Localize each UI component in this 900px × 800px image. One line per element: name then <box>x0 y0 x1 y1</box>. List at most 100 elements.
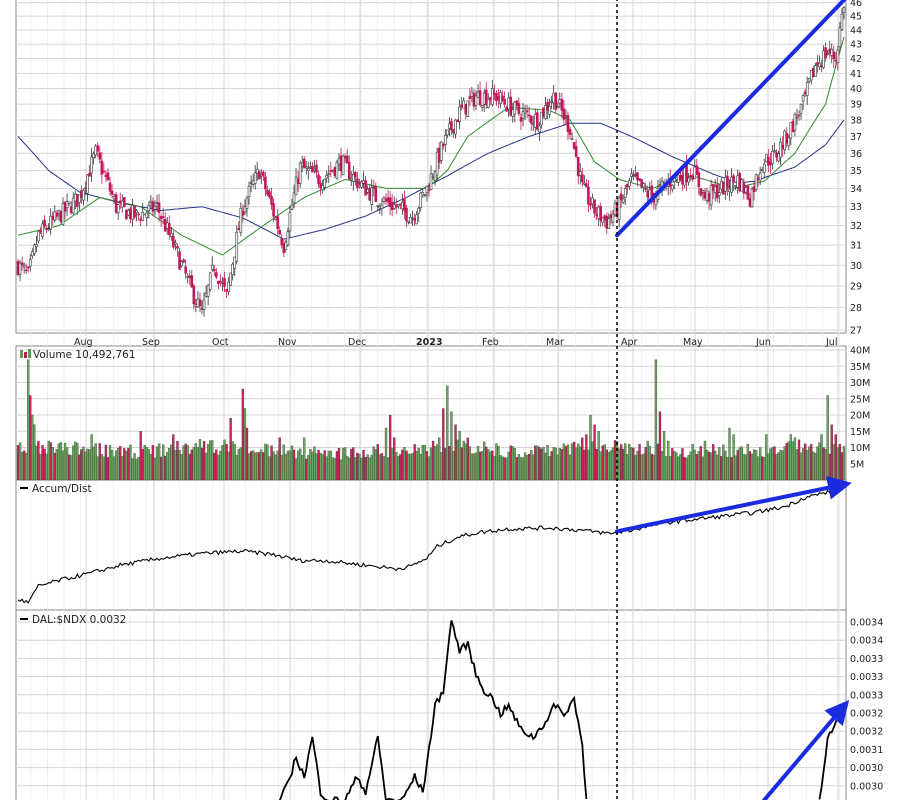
candle-body <box>118 200 122 203</box>
candle-body <box>548 106 551 115</box>
candle-body <box>591 197 594 205</box>
volume-bar <box>656 443 660 481</box>
volume-bar <box>566 444 570 481</box>
candle-body <box>20 262 24 265</box>
volume-bar <box>282 444 285 481</box>
month-label: Jul <box>825 337 837 348</box>
volume-bar <box>202 441 206 481</box>
candle-body <box>18 262 22 275</box>
candle-body <box>499 92 502 104</box>
candle-body <box>215 272 218 278</box>
volume-bar <box>611 447 615 481</box>
volume-bar <box>117 448 120 481</box>
volume-bar <box>530 450 533 481</box>
volume-bar <box>190 449 193 481</box>
candle-body <box>157 202 161 213</box>
volume-bar <box>491 450 494 481</box>
candle-body <box>525 110 529 113</box>
candle-body <box>474 95 478 106</box>
candle-body <box>464 103 468 115</box>
candle-body <box>266 189 269 195</box>
candle-body <box>63 202 67 212</box>
candle-body <box>282 243 286 254</box>
volume-bar <box>783 446 786 481</box>
price-tick-label: 35 <box>850 166 862 177</box>
candle-body <box>444 134 447 145</box>
volume-bar <box>435 444 439 481</box>
candle-body <box>290 204 294 210</box>
candle-body <box>750 188 754 208</box>
volume-bar <box>493 456 496 481</box>
volume-bar <box>546 445 549 481</box>
volume-bar <box>730 457 733 481</box>
candle-body <box>828 48 831 54</box>
volume-bar <box>575 447 578 481</box>
volume-bar <box>206 444 210 481</box>
candle-body <box>174 242 177 245</box>
volume-bar <box>366 454 369 481</box>
candle-body <box>628 180 631 187</box>
candle-body <box>760 169 764 171</box>
candle-body <box>636 172 639 181</box>
candle-body <box>98 152 102 160</box>
volume-bar <box>759 447 762 481</box>
candle-body <box>309 166 312 169</box>
accum-dist-line <box>17 486 845 605</box>
candle-body <box>599 206 602 221</box>
candle-body <box>360 181 363 188</box>
volume-bar <box>662 431 666 481</box>
volume-bar <box>251 450 255 481</box>
volume-bar <box>292 449 296 481</box>
candle-body <box>161 216 165 218</box>
volume-bar <box>681 448 684 481</box>
volume-bar <box>290 445 294 481</box>
month-label: Aug <box>74 337 93 348</box>
volume-bar <box>499 455 502 481</box>
volume-bar <box>562 443 566 481</box>
candle-body <box>470 91 474 97</box>
candle-body <box>313 168 316 171</box>
price-tick-label: 29 <box>850 282 862 293</box>
volume-bar <box>333 458 337 481</box>
volume-bar <box>321 454 324 481</box>
candle-body <box>370 187 374 205</box>
candle-body <box>374 186 378 202</box>
candle-body <box>765 154 768 163</box>
candle-body <box>343 155 347 159</box>
volume-bar <box>305 458 308 481</box>
candle-body <box>82 190 85 201</box>
candle-body <box>785 132 789 144</box>
volume-bar <box>74 441 77 481</box>
volume-bar <box>370 454 373 481</box>
candle-body <box>495 93 498 102</box>
candle-body <box>505 107 508 112</box>
volume-bar <box>233 444 236 481</box>
volume-bar <box>309 449 312 481</box>
candle-body <box>137 213 140 216</box>
volume-tick-label: 10M <box>850 443 870 454</box>
volume-bar <box>219 450 222 481</box>
candle-body <box>640 179 643 188</box>
accumdist-label: Accum/Dist <box>32 483 92 495</box>
candle-body <box>814 65 817 77</box>
volume-bar <box>303 437 306 481</box>
candle-body <box>486 98 490 108</box>
candle-body <box>478 90 482 106</box>
candle-body <box>194 304 198 307</box>
volume-bar <box>35 445 38 481</box>
candle-body <box>417 207 421 214</box>
volume-bar <box>84 451 87 481</box>
volume-bar <box>824 448 827 481</box>
volume-bar <box>777 452 780 481</box>
volume-bar <box>419 453 422 481</box>
volume-bar <box>619 444 623 481</box>
candle-body <box>611 213 615 223</box>
volume-bar <box>458 431 461 481</box>
volume-bar <box>372 446 375 481</box>
candle-body <box>576 157 580 177</box>
volume-bar <box>503 457 506 481</box>
volume-bar <box>196 447 200 481</box>
candle-body <box>141 211 145 221</box>
volume-bar <box>683 457 686 481</box>
ratio-tick-label: 0.0033 <box>850 672 883 683</box>
